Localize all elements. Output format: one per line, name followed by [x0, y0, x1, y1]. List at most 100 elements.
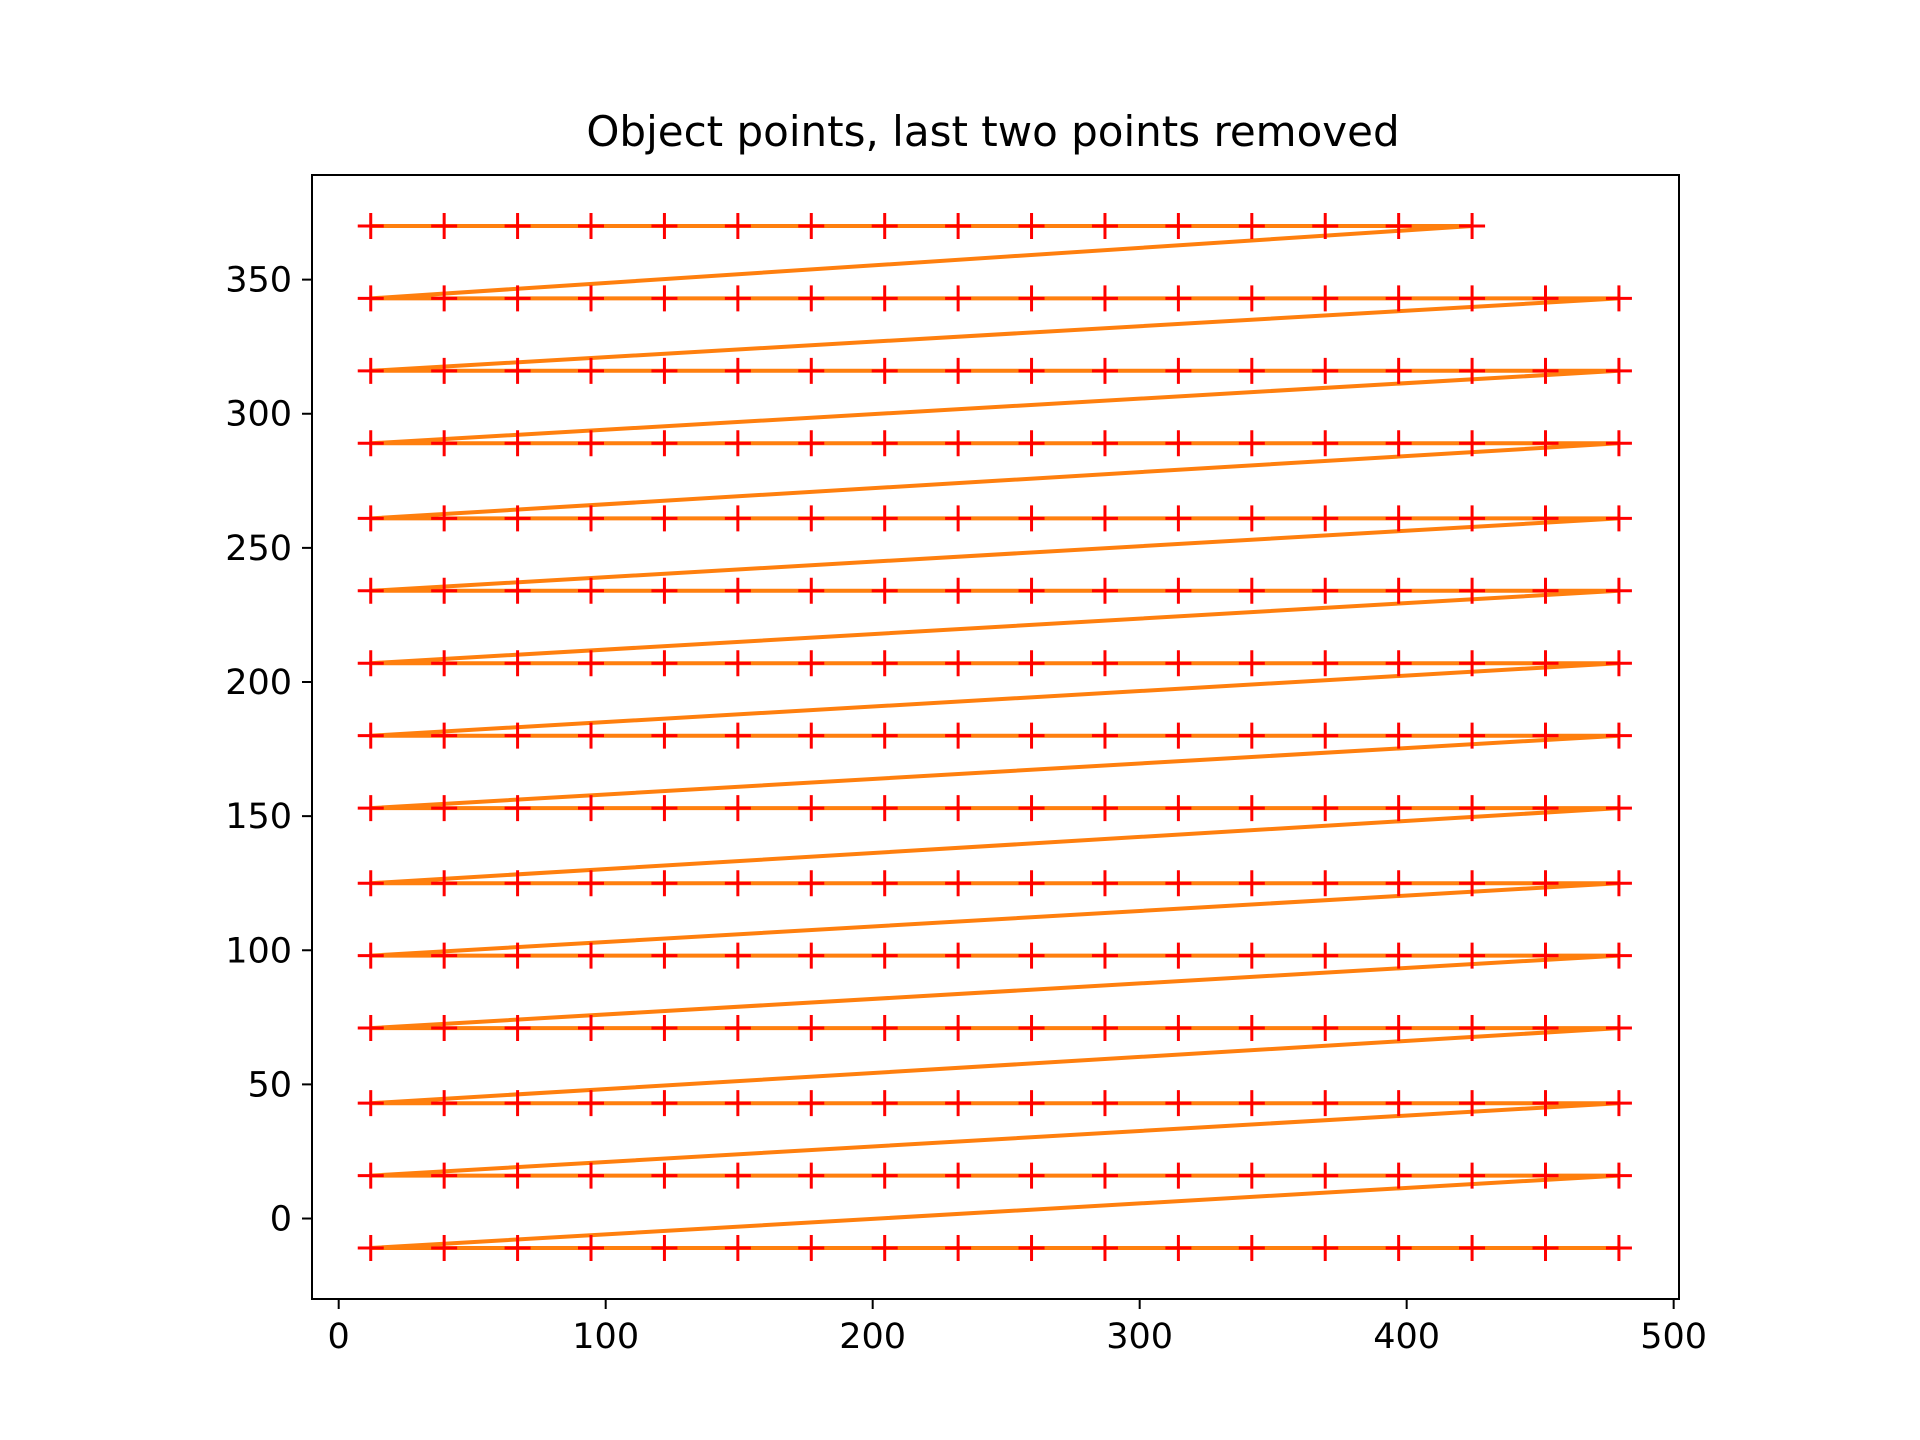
data-point	[431, 505, 458, 532]
data-point	[1605, 1090, 1632, 1117]
data-point	[504, 1015, 531, 1042]
data-point	[871, 1162, 898, 1189]
data-point	[724, 577, 751, 604]
data-point	[1605, 1015, 1632, 1042]
data-point	[1312, 795, 1339, 822]
data-point	[798, 577, 825, 604]
data-point	[357, 1235, 384, 1262]
data-point	[1605, 430, 1632, 457]
data-point	[504, 722, 531, 749]
data-point	[1532, 942, 1559, 969]
data-point	[1459, 650, 1486, 677]
data-point	[1532, 357, 1559, 384]
data-point	[1238, 212, 1265, 239]
data-point	[1532, 1015, 1559, 1042]
plot-area	[357, 212, 1632, 1262]
data-point	[945, 430, 972, 457]
data-point	[1312, 1162, 1339, 1189]
data-point	[1165, 795, 1192, 822]
data-point	[1605, 795, 1632, 822]
data-point	[871, 212, 898, 239]
y-axis: 0 50 100 150 200 250 300 350	[225, 261, 312, 1240]
data-point	[1459, 285, 1486, 312]
data-point	[1459, 870, 1486, 897]
data-point	[1165, 212, 1192, 239]
data-point	[1385, 505, 1412, 532]
data-point	[1165, 650, 1192, 677]
data-point	[1312, 357, 1339, 384]
data-point	[1238, 577, 1265, 604]
data-point	[1605, 505, 1632, 532]
data-point	[1385, 430, 1412, 457]
data-point	[798, 870, 825, 897]
data-point	[1238, 722, 1265, 749]
data-point	[357, 1162, 384, 1189]
data-point	[431, 795, 458, 822]
data-point	[1532, 1235, 1559, 1262]
data-point	[798, 722, 825, 749]
data-point	[1385, 1090, 1412, 1117]
data-point	[945, 722, 972, 749]
data-point	[1165, 285, 1192, 312]
data-point	[651, 722, 678, 749]
data-point	[504, 505, 531, 532]
data-point	[871, 870, 898, 897]
data-point	[1091, 722, 1118, 749]
data-point	[1312, 942, 1339, 969]
data-point	[578, 1015, 605, 1042]
y-tick-label: 150	[225, 797, 292, 837]
data-point	[1532, 1162, 1559, 1189]
data-point	[1165, 1090, 1192, 1117]
data-point	[431, 1162, 458, 1189]
x-tick-label: 300	[1106, 1317, 1173, 1357]
data-point	[651, 795, 678, 822]
data-point	[1532, 795, 1559, 822]
data-point	[945, 1235, 972, 1262]
data-point	[504, 870, 531, 897]
data-point	[504, 577, 531, 604]
data-point	[871, 942, 898, 969]
data-point	[1532, 577, 1559, 604]
data-point	[1312, 1235, 1339, 1262]
data-point	[945, 577, 972, 604]
data-point	[578, 795, 605, 822]
data-point	[651, 650, 678, 677]
data-point	[357, 942, 384, 969]
data-point	[1312, 577, 1339, 604]
data-point	[798, 1090, 825, 1117]
data-point	[1238, 1162, 1265, 1189]
data-point	[1165, 577, 1192, 604]
data-point	[1385, 212, 1412, 239]
data-point	[431, 1015, 458, 1042]
data-point	[798, 795, 825, 822]
data-point	[798, 650, 825, 677]
data-point	[504, 285, 531, 312]
data-point	[945, 650, 972, 677]
data-point	[1532, 870, 1559, 897]
data-point	[1532, 505, 1559, 532]
data-point	[1532, 430, 1559, 457]
data-point	[431, 722, 458, 749]
data-point	[1238, 430, 1265, 457]
data-point	[578, 285, 605, 312]
data-point	[1091, 650, 1118, 677]
data-point	[357, 650, 384, 677]
data-point	[1091, 1090, 1118, 1117]
data-point	[1238, 1015, 1265, 1042]
axes-frame	[311, 174, 1680, 1300]
data-point	[1018, 505, 1045, 532]
data-point	[1385, 650, 1412, 677]
x-tick-label: 200	[839, 1317, 906, 1357]
data-point	[1238, 650, 1265, 677]
data-point	[871, 1235, 898, 1262]
data-point	[578, 357, 605, 384]
data-point	[1312, 212, 1339, 239]
data-point	[504, 942, 531, 969]
data-point	[1312, 285, 1339, 312]
data-point	[1312, 650, 1339, 677]
data-point	[578, 1162, 605, 1189]
data-point	[1091, 430, 1118, 457]
data-point	[357, 285, 384, 312]
data-point	[724, 722, 751, 749]
data-point	[651, 577, 678, 604]
